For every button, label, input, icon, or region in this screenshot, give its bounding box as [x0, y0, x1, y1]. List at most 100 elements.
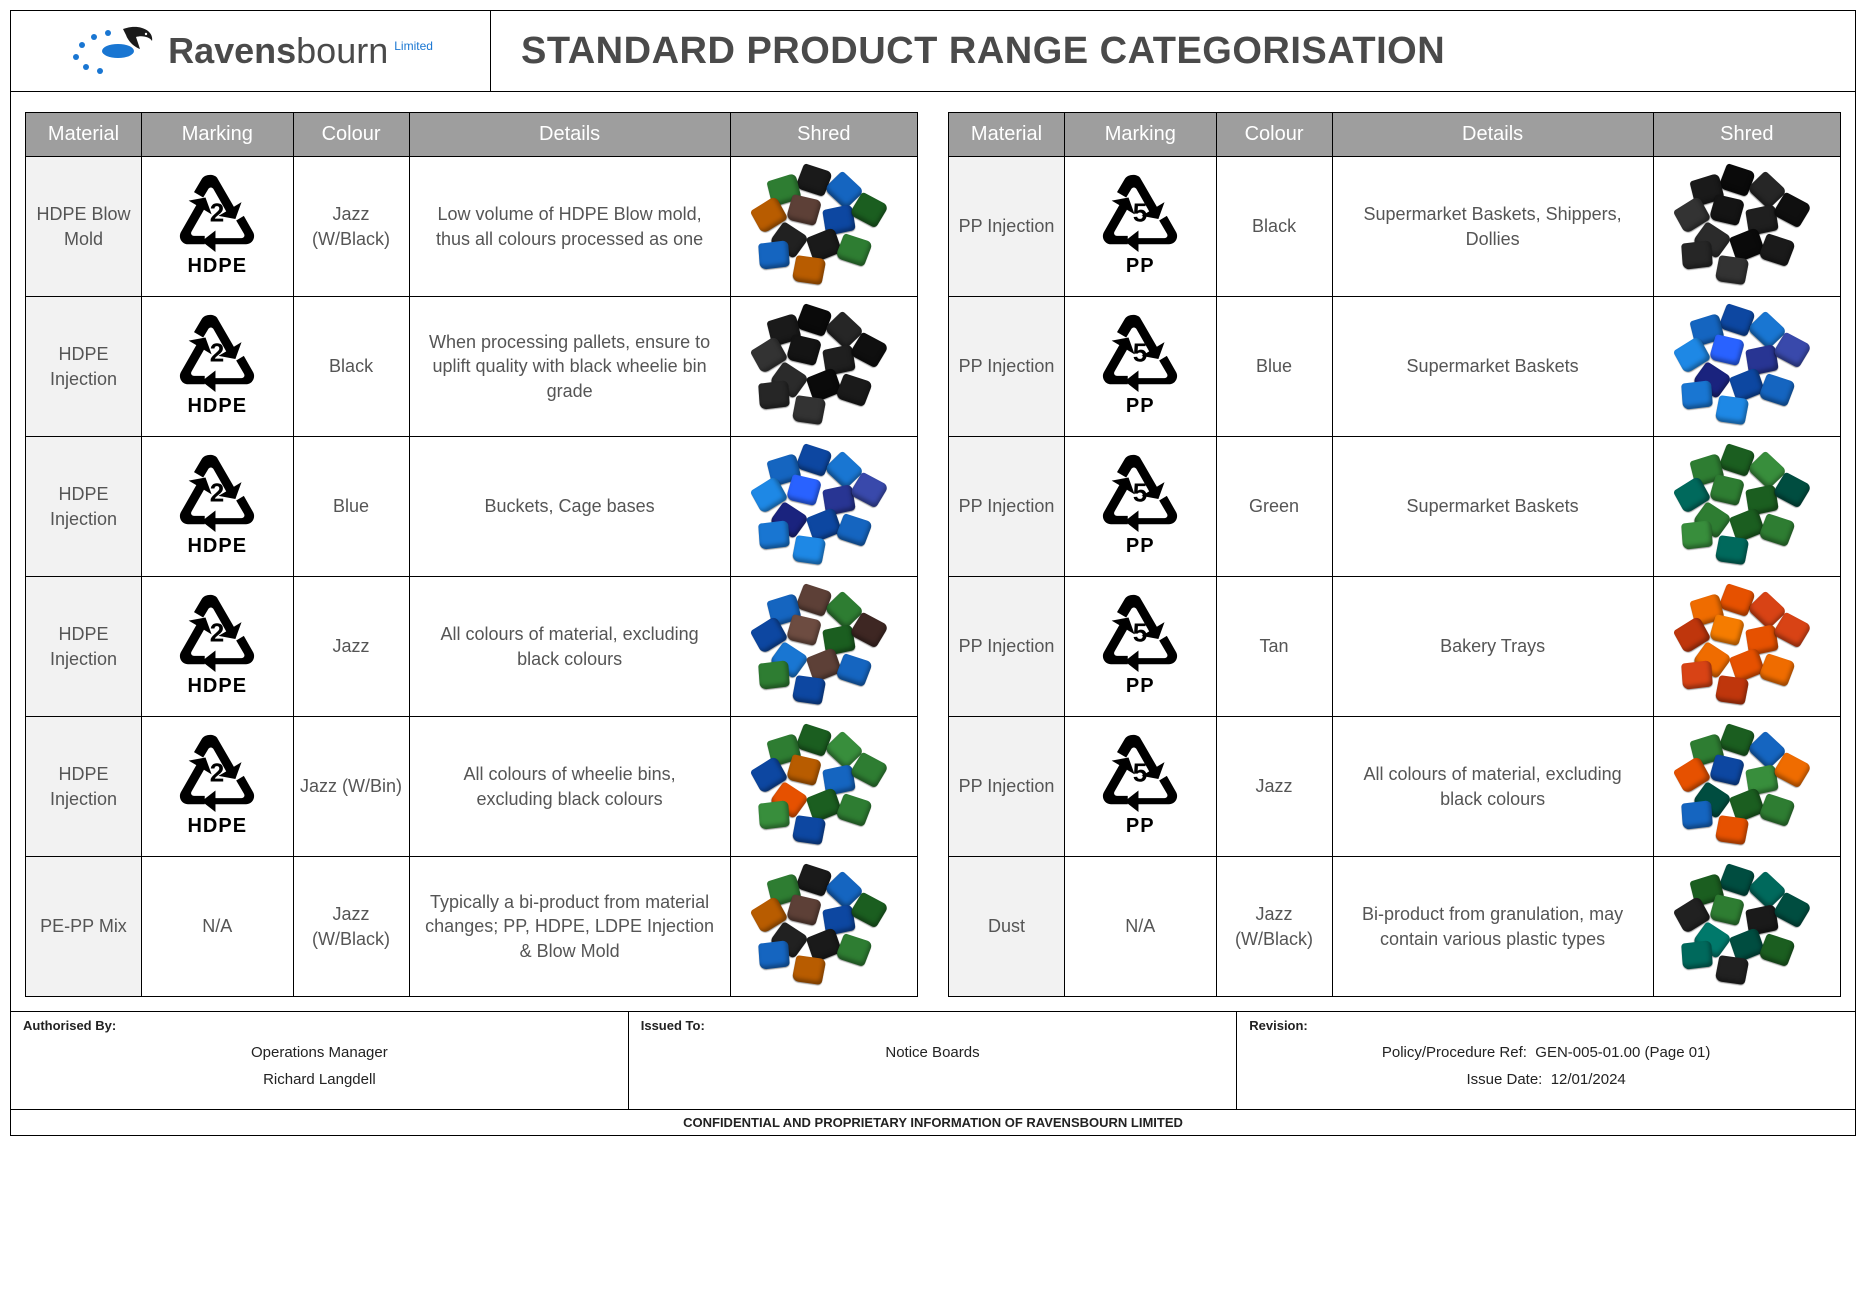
marking-code: PP: [1126, 813, 1155, 840]
cell-marking: 5 PP: [1064, 437, 1216, 577]
cell-colour: Jazz (W/Black): [293, 857, 409, 997]
shred-pile-icon: [754, 732, 894, 842]
cell-colour: Jazz (W/Black): [293, 157, 409, 297]
col-material: Material: [26, 113, 142, 157]
cell-colour: Jazz (W/Bin): [293, 717, 409, 857]
cell-shred: [1653, 717, 1840, 857]
authorised-label: Authorised By:: [23, 1018, 616, 1033]
shred-pile-icon: [754, 172, 894, 282]
marking-code: PP: [1126, 533, 1155, 560]
svg-text:2: 2: [210, 477, 225, 507]
cell-material: PP Injection: [949, 577, 1065, 717]
cell-marking: N/A: [1064, 857, 1216, 997]
table-header-row: Material Marking Colour Details Shred: [26, 113, 918, 157]
marking-na: N/A: [202, 916, 232, 936]
document-sheet: RavensbournLimited STANDARD PRODUCT RANG…: [10, 10, 1856, 1136]
cell-colour: Black: [293, 297, 409, 437]
cell-details: Low volume of HDPE Blow mold, thus all c…: [409, 157, 730, 297]
cell-details: Supermarket Baskets: [1332, 437, 1653, 577]
table-row: HDPE Injection 2 HDPE BlueBuckets, Cage …: [26, 437, 918, 577]
confidential-notice: CONFIDENTIAL AND PROPRIETARY INFORMATION…: [11, 1109, 1855, 1135]
table-row: PP Injection 5 PP JazzAll colours of mat…: [949, 717, 1841, 857]
shred-pile-icon: [754, 592, 894, 702]
col-shred: Shred: [1653, 113, 1840, 157]
recycle-icon: 2 HDPE: [148, 313, 287, 420]
svg-text:5: 5: [1133, 197, 1148, 227]
cell-material: PP Injection: [949, 157, 1065, 297]
revision-label: Revision:: [1249, 1018, 1843, 1033]
shred-pile-icon: [754, 872, 894, 982]
cell-details: Typically a bi-product from material cha…: [409, 857, 730, 997]
cell-shred: [1653, 297, 1840, 437]
recycle-icon: 5 PP: [1071, 593, 1210, 700]
cell-material: PP Injection: [949, 437, 1065, 577]
svg-text:2: 2: [210, 197, 225, 227]
cell-details: Bakery Trays: [1332, 577, 1653, 717]
cell-colour: Blue: [293, 437, 409, 577]
footer-authorised: Authorised By: Operations Manager Richar…: [11, 1012, 629, 1109]
footer-revision: Revision: Policy/Procedure Ref: GEN-005-…: [1237, 1012, 1855, 1109]
issue-date: Issue Date: 12/01/2024: [1249, 1066, 1843, 1093]
shred-pile-icon: [1677, 452, 1817, 562]
cell-material: HDPE Injection: [26, 577, 142, 717]
marking-code: HDPE: [187, 393, 247, 420]
tables-container: Material Marking Colour Details Shred HD…: [11, 92, 1855, 1011]
marking-na: N/A: [1125, 916, 1155, 936]
cell-details: Bi-product from granulation, may contain…: [1332, 857, 1653, 997]
recycle-icon: 5 PP: [1071, 733, 1210, 840]
right-table: Material Marking Colour Details Shred PP…: [948, 112, 1841, 997]
cell-colour: Green: [1216, 437, 1332, 577]
svg-text:5: 5: [1133, 337, 1148, 367]
cell-details: All colours of material, excluding black…: [1332, 717, 1653, 857]
cell-marking: N/A: [141, 857, 293, 997]
cell-marking: 2 HDPE: [141, 437, 293, 577]
logo-mark-icon: [68, 21, 158, 81]
authorised-role: Operations Manager: [23, 1039, 616, 1066]
recycle-icon: 5 PP: [1071, 173, 1210, 280]
cell-shred: [1653, 857, 1840, 997]
table-row: DustN/AJazz (W/Black)Bi-product from gra…: [949, 857, 1841, 997]
shred-pile-icon: [754, 452, 894, 562]
cell-colour: Tan: [1216, 577, 1332, 717]
cell-marking: 2 HDPE: [141, 297, 293, 437]
header: RavensbournLimited STANDARD PRODUCT RANG…: [11, 11, 1855, 92]
issued-label: Issued To:: [641, 1018, 1225, 1033]
col-colour: Colour: [1216, 113, 1332, 157]
svg-text:2: 2: [210, 757, 225, 787]
cell-material: Dust: [949, 857, 1065, 997]
cell-shred: [730, 297, 917, 437]
marking-code: HDPE: [187, 673, 247, 700]
col-details: Details: [1332, 113, 1653, 157]
cell-material: HDPE Injection: [26, 437, 142, 577]
cell-shred: [730, 437, 917, 577]
cell-marking: 5 PP: [1064, 297, 1216, 437]
shred-pile-icon: [1677, 872, 1817, 982]
table-header-row: Material Marking Colour Details Shred: [949, 113, 1841, 157]
shred-pile-icon: [754, 312, 894, 422]
recycle-icon: 2 HDPE: [148, 173, 287, 280]
marking-code: HDPE: [187, 813, 247, 840]
table-row: PP Injection 5 PP TanBakery Trays: [949, 577, 1841, 717]
marking-code: HDPE: [187, 533, 247, 560]
marking-code: PP: [1126, 673, 1155, 700]
cell-shred: [1653, 577, 1840, 717]
cell-shred: [730, 577, 917, 717]
issued-value: Notice Boards: [641, 1039, 1225, 1066]
cell-marking: 2 HDPE: [141, 157, 293, 297]
shred-pile-icon: [1677, 592, 1817, 702]
cell-material: PP Injection: [949, 717, 1065, 857]
cell-marking: 5 PP: [1064, 577, 1216, 717]
table-row: PP Injection 5 PP BlueSupermarket Basket…: [949, 297, 1841, 437]
table-row: PP Injection 5 PP BlackSupermarket Baske…: [949, 157, 1841, 297]
cell-material: HDPE Injection: [26, 297, 142, 437]
logo-text: RavensbournLimited: [168, 30, 433, 72]
table-row: PP Injection 5 PP GreenSupermarket Baske…: [949, 437, 1841, 577]
col-material: Material: [949, 113, 1065, 157]
recycle-icon: 2 HDPE: [148, 453, 287, 560]
cell-details: All colours of material, excluding black…: [409, 577, 730, 717]
col-marking: Marking: [141, 113, 293, 157]
page-title: STANDARD PRODUCT RANGE CATEGORISATION: [491, 11, 1855, 91]
cell-shred: [730, 157, 917, 297]
svg-text:5: 5: [1133, 757, 1148, 787]
cell-shred: [730, 857, 917, 997]
